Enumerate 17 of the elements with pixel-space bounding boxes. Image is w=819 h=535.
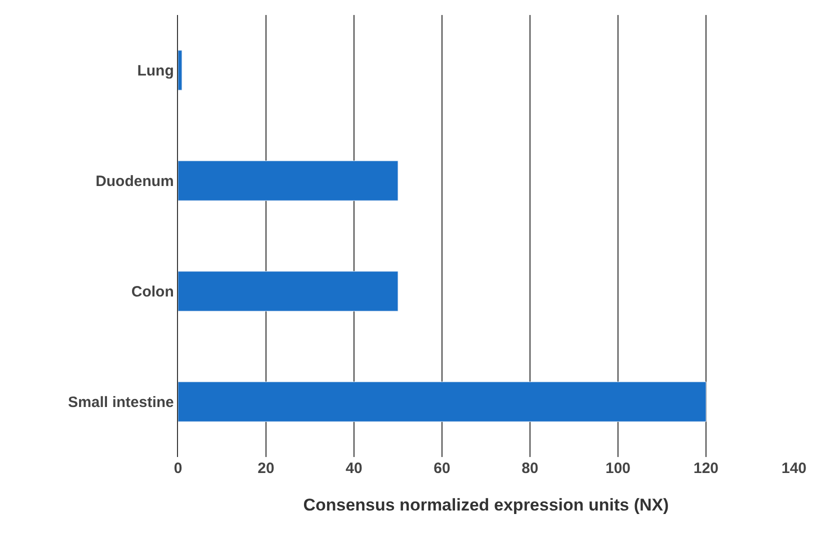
x-tick-label: 140 <box>781 460 807 477</box>
y-tick-label: Duodenum <box>96 173 174 190</box>
bar <box>178 382 706 422</box>
y-tick-label: Lung <box>137 62 174 80</box>
x-tick-label: 100 <box>605 460 631 477</box>
x-tick-label: 80 <box>522 460 538 477</box>
x-tick-label: 60 <box>434 460 450 477</box>
y-tick-label: Colon <box>131 284 174 300</box>
bar <box>178 160 398 201</box>
x-tick-label: 120 <box>693 460 719 477</box>
y-tick-label: Small intestine <box>68 394 174 411</box>
bar <box>178 50 182 90</box>
bar <box>178 271 398 312</box>
x-tick-label: 20 <box>258 460 274 477</box>
x-tick-label: 0 <box>174 460 182 477</box>
x-tick-label: 40 <box>346 460 362 477</box>
x-axis-title: Consensus normalized expression units (NX) <box>303 495 669 514</box>
